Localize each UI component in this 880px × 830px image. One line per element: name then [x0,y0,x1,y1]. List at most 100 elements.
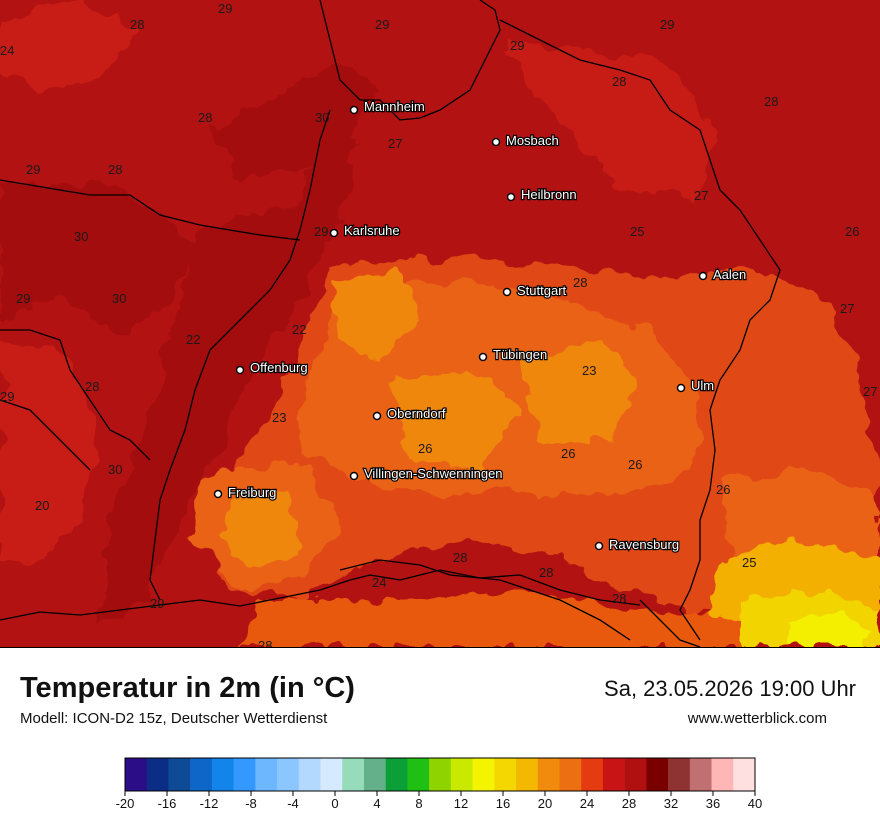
zone-24-alb [520,340,640,440]
city-label: Oberndorf [387,406,446,421]
city-heilbronn[interactable]: Heilbronn [506,186,578,203]
temp-label: 24 [372,575,386,590]
zone-30-palatinate [0,180,200,330]
temp-label: 27 [840,301,854,316]
legend-swatch [668,758,691,791]
temp-label: 24 [0,43,14,58]
city-markers: Mannheim Mosbach Heilbronn Karlsruhe Aal… [213,98,747,553]
temp-label: 23 [272,410,286,425]
west-border-2 [0,329,151,461]
legend-swatch [407,758,430,791]
legend-tick-label: 8 [415,796,422,811]
footer-divider [0,647,880,648]
legend-swatch [646,758,669,791]
temp-label: 26 [845,224,859,239]
city-ravensburg[interactable]: Ravensburg [594,536,680,553]
temp-label: 26 [418,441,432,456]
legend-swatch [190,758,213,791]
city-label: Heilbronn [521,187,577,202]
temp-label: 29 [218,1,232,16]
temp-label: 30 [315,110,329,125]
legend-swatch [733,758,756,791]
state-border-north [319,0,501,121]
legend-swatch [255,758,278,791]
legend-swatch [689,758,712,791]
west-border [0,179,301,241]
temp-label: 28 [453,550,467,565]
temp-label: 28 [130,17,144,32]
zone-30-north [210,60,380,180]
city-label: Mannheim [364,99,425,114]
temp-label: 28 [108,162,122,177]
city-label: Karlsruhe [344,223,400,238]
city-villingen-schwenningen[interactable]: Villingen-Schwenningen [349,465,504,482]
city-tuebingen[interactable]: Tübingen [478,346,548,363]
city-mosbach[interactable]: Mosbach [491,132,560,149]
city-label: Offenburg [250,360,308,375]
zone-18-peaks [790,612,870,647]
legend-swatches [124,757,756,792]
model-info: Modell: ICON-D2 15z, Deutscher Wetterdie… [20,710,328,727]
city-aalen[interactable]: Aalen [698,266,747,283]
temp-label: 28 [539,565,553,580]
legend-tick-label: -12 [200,796,219,811]
city-label: Stuttgart [517,283,567,298]
lake-constance [339,559,631,641]
map-title: Temperatur in 2m (in °C) [20,672,355,704]
temp-label: 29 [0,389,14,404]
forecast-datetime: Sa, 23.05.2026 19:00 Uhr [604,676,856,701]
temp-label: 29 [26,162,40,177]
city-karlsruhe[interactable]: Karlsruhe [329,222,401,239]
zone-28-west [0,0,140,90]
zone-24-freiburg [220,490,300,570]
legend-border [124,757,756,792]
legend-swatch [277,758,300,791]
temp-label: 29 [375,17,389,32]
temp-label: 23 [582,363,596,378]
city-oberndorf[interactable]: Oberndorf [372,405,447,422]
temp-label: 25 [630,224,644,239]
city-mannheim[interactable]: Mannheim [349,98,426,115]
legend-tick-label: 28 [622,796,636,811]
city-freiburg[interactable]: Freiburg [213,484,278,501]
temp-label: 30 [112,291,126,306]
legend-swatch [516,758,539,791]
rhine-border [149,109,331,601]
legend-swatch [711,758,734,791]
color-legend: -20 -16 -12 -8 -4 0 4 8 12 16 20 24 28 32 36 40 [116,757,762,811]
city-offenburg[interactable]: Offenburg [235,359,309,376]
temp-label: 28 [764,94,778,109]
legend-tick-label: -16 [158,796,177,811]
city-label: Tübingen [493,347,547,362]
legend-tick-label: 24 [580,796,594,811]
legend-swatch [581,758,604,791]
legend-tick-label: -8 [245,796,257,811]
temp-label: 26 [561,446,575,461]
legend-ticks: -20 -16 -12 -8 -4 0 4 8 12 16 20 24 28 32 36 40 [116,791,762,811]
temp-label: 28 [85,379,99,394]
legend-tick-label: -20 [116,796,135,811]
website-link[interactable]: www.wetterblick.com [687,710,827,727]
legend-swatch [363,758,386,791]
borders [0,0,781,647]
legend-tick-label: 40 [748,796,762,811]
legend-tick-label: 4 [373,796,380,811]
legend-swatch [211,758,234,791]
city-label: Ulm [691,378,714,393]
city-label: Aalen [713,267,746,282]
temp-label: 29 [16,291,30,306]
legend-swatch [537,758,560,791]
temp-label: 29 [660,17,674,32]
legend-tick-label: 20 [538,796,552,811]
legend-swatch [602,758,625,791]
legend-swatch [385,758,408,791]
city-stuttgart[interactable]: Stuttgart [502,282,568,299]
temp-label: 28 [258,638,272,647]
temp-label: 22 [186,332,200,347]
city-ulm[interactable]: Ulm [676,377,715,394]
temp-label: 22 [292,322,306,337]
legend-tick-label: 12 [454,796,468,811]
zone-26-alps-edge [240,590,740,647]
temp-label: 28 [573,275,587,290]
temp-label: 26 [628,457,642,472]
